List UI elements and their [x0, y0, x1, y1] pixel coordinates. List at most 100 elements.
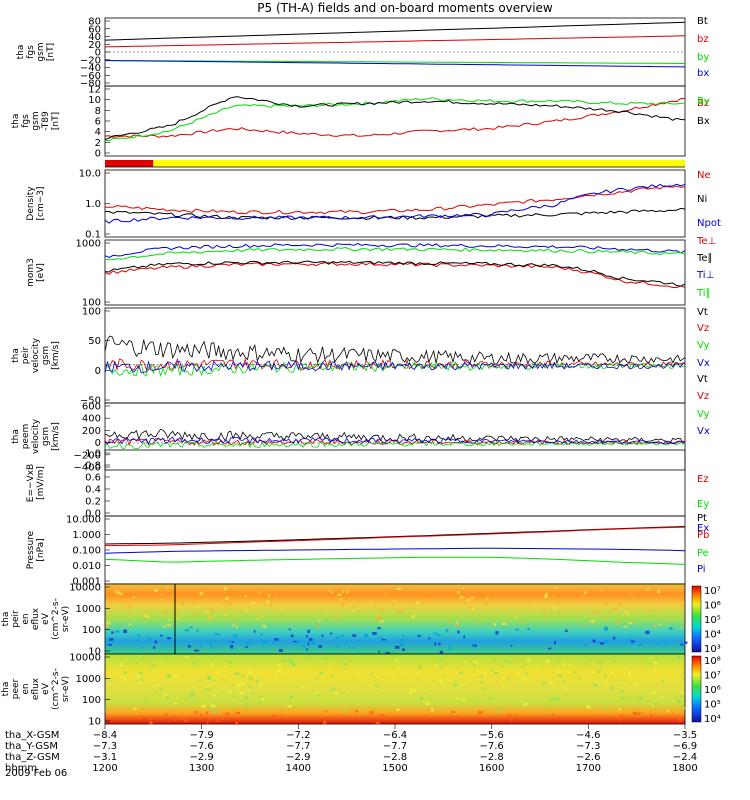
y-tick-label: 1.000	[72, 530, 101, 541]
heatmap-cell	[246, 641, 249, 645]
heatmap-cell	[626, 697, 629, 699]
heatmap-cell	[244, 594, 247, 598]
heatmap-cell	[257, 615, 261, 618]
heatmap-cell	[151, 679, 154, 682]
y-axis-label-line: eV	[41, 682, 51, 695]
heatmap-cell	[647, 662, 651, 665]
heatmap-cell	[583, 591, 587, 594]
heatmap-cell	[478, 621, 481, 625]
y-axis-label-line: Density	[26, 186, 36, 221]
heatmap-cell	[651, 704, 654, 708]
heatmap-cell	[147, 637, 151, 641]
y-axis-label: tha peir velocity gsm [km/s]	[11, 337, 61, 373]
heatmap-cell	[381, 638, 386, 641]
heatmap-cell	[321, 634, 324, 637]
heatmap-cell	[207, 642, 212, 645]
heatmap-cell	[311, 641, 315, 645]
heatmap-cell	[463, 635, 465, 639]
heatmap-cell	[184, 629, 190, 632]
heatmap-cell	[397, 609, 403, 613]
heatmap-cell	[679, 690, 684, 693]
y-axis-label-line: E=−VxB	[26, 464, 36, 502]
heatmap-cell	[216, 670, 219, 675]
heatmap-cell	[628, 686, 631, 689]
heatmap-cell	[372, 631, 377, 635]
legend-entry: Vt	[697, 307, 708, 318]
heatmap-cell	[329, 632, 333, 635]
heatmap-cell	[123, 671, 128, 674]
heatmap-cell	[176, 617, 180, 620]
heatmap-cell	[635, 682, 638, 686]
y-axis-label-line: sr-eV)	[61, 606, 71, 632]
heatmap-cell	[199, 713, 203, 716]
heatmap-cell	[137, 674, 140, 678]
heatmap-cell	[175, 696, 179, 699]
heatmap-cell	[165, 712, 168, 717]
heatmap-cell	[364, 633, 368, 638]
colorbar-tick-label: 10⁵	[704, 615, 721, 626]
series-line-Ti⊥	[104, 242, 686, 259]
heatmap-cell	[207, 676, 212, 679]
heatmap-cell	[322, 657, 327, 661]
heatmap-cell	[527, 627, 531, 631]
heatmap-cell	[330, 675, 334, 678]
y-tick-label: 0.8	[85, 461, 101, 472]
heatmap-cell	[339, 598, 343, 601]
heatmap-cell	[148, 716, 152, 721]
heatmap-cell	[402, 634, 405, 637]
heatmap-cell	[419, 665, 422, 669]
heatmap-cell	[620, 696, 624, 700]
heatmap-cell	[457, 591, 460, 594]
heatmap-cell	[194, 649, 199, 652]
y-axis-label-line: [mV/m]	[36, 466, 46, 500]
x-axis-value: −7.3	[576, 741, 600, 752]
y-axis-label-line: eflux	[31, 607, 41, 630]
heatmap-cell	[612, 636, 616, 640]
x-axis-value: −7.9	[190, 730, 214, 741]
heatmap-cell	[627, 612, 630, 617]
heatmap-cell	[627, 671, 631, 676]
heatmap-cell	[681, 625, 684, 628]
series-line-bx	[104, 60, 686, 68]
heatmap-cell	[146, 615, 151, 618]
heatmap-cell	[316, 693, 321, 696]
heatmap-cell	[544, 593, 548, 597]
heatmap-cell	[233, 698, 236, 701]
heatmap-cell	[653, 703, 657, 705]
heatmap-cell	[548, 647, 552, 650]
heatmap-cell	[613, 607, 618, 611]
colorbar	[691, 585, 702, 653]
y-axis-label-line: velocity	[31, 418, 41, 454]
heatmap-cell	[235, 674, 238, 677]
heatmap-cell	[235, 721, 239, 726]
x-axis-value: −2.9	[190, 752, 214, 763]
heatmap-cell	[205, 610, 210, 614]
x-axis-value: −2.9	[286, 752, 310, 763]
heatmap-cell	[262, 640, 267, 644]
heatmap-cell	[194, 711, 198, 714]
heatmap-cell	[244, 695, 248, 700]
y-axis-label-line: tha	[11, 114, 21, 129]
heatmap-cell	[215, 719, 218, 722]
heatmap-cell	[466, 598, 470, 602]
heatmap-cell	[173, 702, 177, 705]
heatmap-cell	[471, 607, 475, 611]
heatmap-cell	[334, 616, 339, 620]
y-axis-label: mom3 [eV]	[26, 258, 46, 287]
heatmap-cell	[439, 650, 444, 654]
heatmap-cell	[627, 638, 631, 642]
heatmap-cell	[234, 672, 240, 676]
series-line-Vt	[104, 428, 686, 443]
heatmap-cell	[274, 597, 277, 599]
heatmap-cell	[331, 716, 336, 720]
heatmap-cell	[603, 617, 607, 619]
y-tick-label: 1.0	[85, 199, 101, 210]
heatmap-cell	[133, 707, 137, 711]
heatmap-cell	[261, 697, 265, 701]
heatmap-cell	[578, 676, 581, 679]
y-tick-label: 4	[95, 127, 101, 138]
heatmap-cell	[412, 586, 414, 590]
heatmap-cell	[247, 599, 252, 603]
y-tick-label: 20	[88, 40, 101, 51]
series-line-by	[104, 60, 686, 64]
